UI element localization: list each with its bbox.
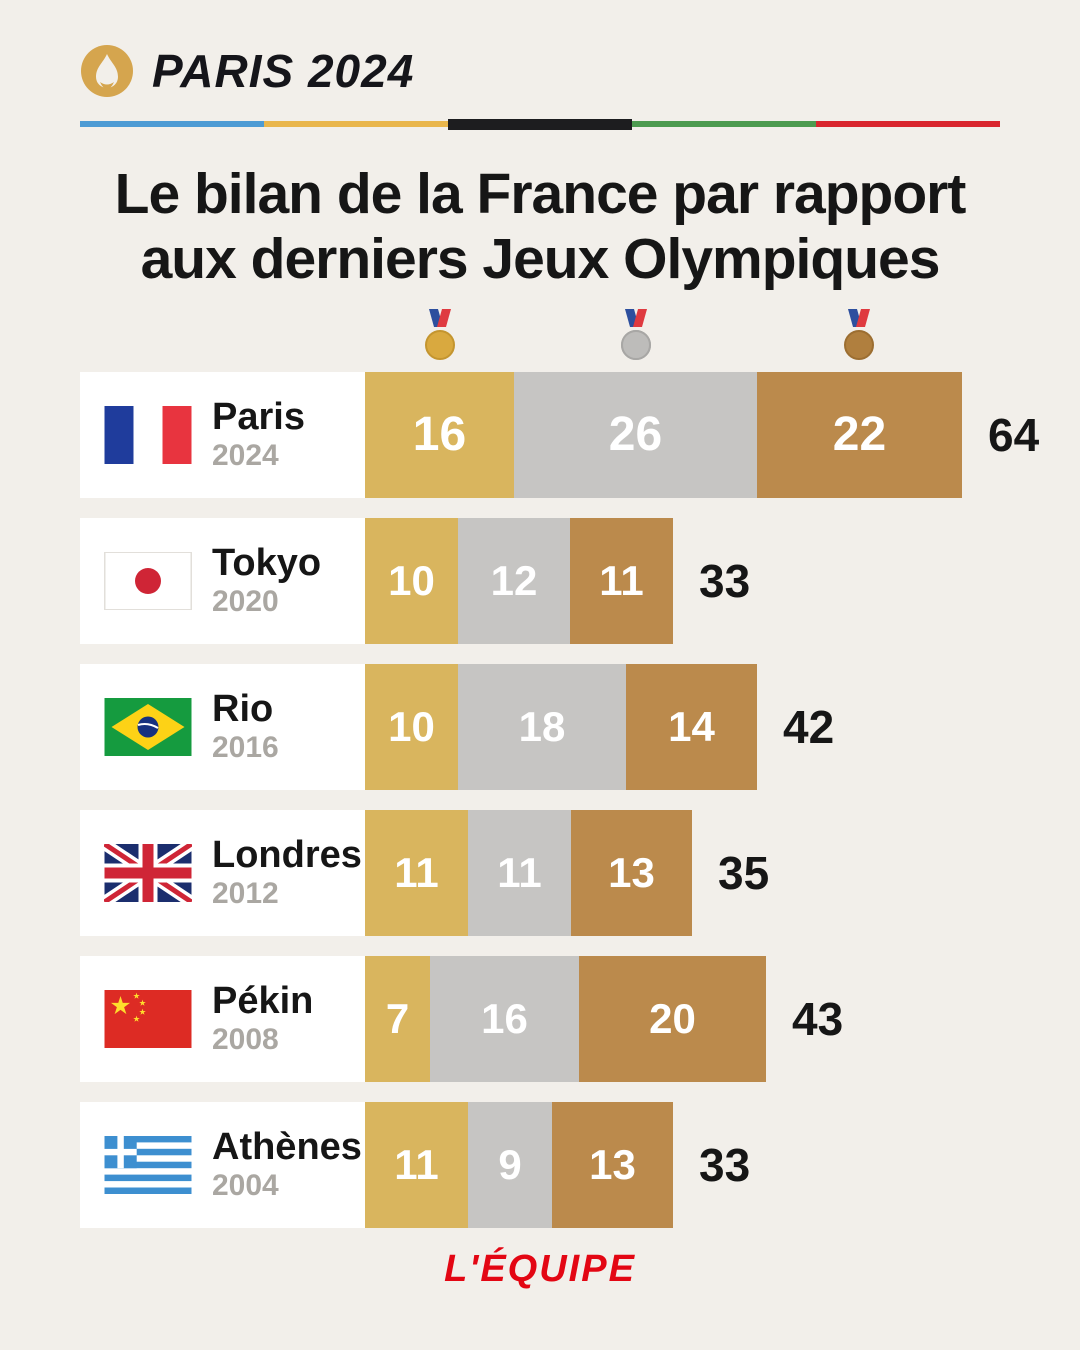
china-flag-icon	[104, 989, 192, 1048]
bronze-value: 20	[649, 994, 696, 1042]
gold-value: 10	[388, 556, 435, 604]
games-label: Pékin 2008	[80, 955, 365, 1082]
gold-value: 10	[388, 702, 435, 750]
silver-value: 9	[498, 1140, 522, 1188]
stripe-segment-red	[816, 121, 1000, 127]
year-label: 2024	[212, 439, 279, 473]
medal-row-pekin: Pékin 2008 7 16 20 43	[80, 955, 1000, 1082]
stacked-bars: 10 18 14	[365, 663, 757, 790]
silver-medal-icon	[616, 308, 656, 366]
total-label: 33	[699, 1138, 751, 1191]
bronze-bar: 13	[571, 809, 692, 936]
bronze-value: 11	[599, 556, 644, 604]
brazil-flag-icon	[104, 697, 192, 756]
silver-value: 26	[608, 408, 663, 462]
bronze-medal-icon	[839, 308, 879, 366]
silver-bar: 18	[458, 663, 626, 790]
gold-bar: 10	[365, 663, 458, 790]
silver-bar: 9	[468, 1101, 552, 1228]
bronze-value: 13	[589, 1140, 636, 1188]
bronze-bar: 13	[552, 1101, 673, 1228]
silver-bar: 11	[468, 809, 571, 936]
games-label: Tokyo 2020	[80, 517, 365, 644]
year-label: 2008	[212, 1023, 279, 1057]
stacked-bars: 16 26 22	[365, 371, 962, 498]
silver-value: 18	[518, 702, 566, 750]
gold-value: 11	[394, 1140, 439, 1188]
title-line-2: aux derniers Jeux Olympiques	[140, 226, 941, 291]
bronze-bar: 20	[579, 955, 766, 1082]
stripe-segment-black	[448, 118, 632, 130]
silver-value: 16	[481, 994, 528, 1042]
silver-value: 12	[490, 556, 538, 604]
lequipe-logo: L'ÉQUIPE	[444, 1247, 636, 1290]
city-label: Tokyo	[212, 542, 322, 585]
city-label: Paris	[212, 396, 305, 439]
total-label: 35	[718, 846, 770, 899]
city-label: Rio	[212, 688, 274, 731]
header: PARIS 2024	[0, 0, 1080, 130]
stacked-bars: 7 16 20	[365, 955, 766, 1082]
medal-chart: Paris 2024 16 26 22 64	[80, 298, 1039, 1228]
gold-medal-icon	[420, 308, 460, 366]
silver-bar: 26	[514, 371, 757, 498]
year-label: 2020	[212, 585, 279, 619]
brand-title: PARIS 2024	[152, 45, 415, 97]
gold-bar: 16	[365, 371, 514, 498]
stripe-segment-blue	[80, 121, 264, 127]
greece-flag-icon	[104, 1135, 192, 1194]
gold-value: 11	[394, 848, 439, 896]
bronze-bar: 22	[757, 371, 962, 498]
total-label: 33	[699, 554, 751, 607]
year-label: 2016	[212, 731, 279, 765]
city-label: Athènes	[212, 1126, 362, 1169]
total-label: 64	[988, 408, 1040, 461]
stacked-bars: 11 9 13	[365, 1101, 673, 1228]
uk-flag-icon	[104, 843, 192, 902]
stripe-segment-green	[632, 121, 816, 127]
games-label: Londres 2012	[80, 809, 365, 936]
olympic-color-stripe	[80, 118, 1000, 130]
gold-bar: 7	[365, 955, 430, 1082]
gold-bar: 11	[365, 1101, 468, 1228]
silver-bar: 16	[430, 955, 579, 1082]
medal-legend	[80, 298, 1000, 372]
stacked-bars: 11 11 13	[365, 809, 692, 936]
medal-row-rio: Rio 2016 10 18 14 42	[80, 663, 1000, 790]
medal-row-athenes: Athènes 2004 11 9 13 33	[80, 1101, 1000, 1228]
games-label: Athènes 2004	[80, 1101, 365, 1228]
page-title: Le bilan de la France par rapport aux de…	[0, 162, 1080, 292]
gold-bar: 10	[365, 517, 458, 644]
bronze-value: 14	[668, 702, 715, 750]
city-label: Londres	[212, 834, 362, 877]
medal-row-tokyo: Tokyo 2020 10 12 11 33	[80, 517, 1000, 644]
year-label: 2004	[212, 1169, 279, 1203]
bronze-bar: 14	[626, 663, 757, 790]
france-flag-icon	[104, 405, 192, 464]
silver-bar: 12	[458, 517, 570, 644]
gold-value: 16	[412, 408, 467, 462]
brand-row: PARIS 2024	[80, 44, 1000, 98]
city-label: Pékin	[212, 980, 314, 1023]
stripe-segment-yellow	[264, 121, 448, 127]
bronze-value: 13	[608, 848, 655, 896]
bronze-value: 22	[832, 408, 887, 462]
stacked-bars: 10 12 11	[365, 517, 673, 644]
year-label: 2012	[212, 877, 279, 911]
games-label: Rio 2016	[80, 663, 365, 790]
silver-value: 11	[497, 848, 542, 896]
japan-flag-icon	[104, 551, 192, 610]
games-label: Paris 2024	[80, 371, 365, 498]
footer: L'ÉQUIPE	[0, 1248, 1080, 1291]
medal-row-londres: Londres 2012 11 11 13 35	[80, 809, 1000, 936]
medal-row-paris: Paris 2024 16 26 22 64	[80, 371, 1039, 498]
total-label: 43	[792, 992, 844, 1045]
gold-bar: 11	[365, 809, 468, 936]
total-label: 42	[783, 700, 835, 753]
gold-value: 7	[385, 994, 410, 1042]
title-line-1: Le bilan de la France par rapport	[114, 162, 967, 226]
bronze-bar: 11	[570, 517, 673, 644]
paris2024-flame-logo-icon	[80, 44, 134, 98]
